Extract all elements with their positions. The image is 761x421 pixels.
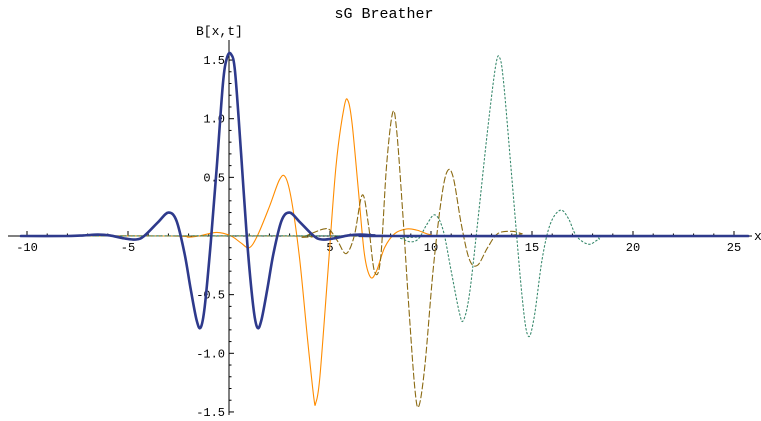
series-line-4 <box>20 55 749 338</box>
y-tick-label: -0.5 <box>196 289 225 303</box>
x-tick-label: -10 <box>16 241 38 255</box>
x-tick-label: -5 <box>121 241 135 255</box>
y-tick-label: 0.5 <box>203 171 225 185</box>
x-tick-label: 20 <box>626 241 640 255</box>
series-group <box>19 51 750 408</box>
x-axis-label: x <box>754 229 761 244</box>
y-tick-label: -1.0 <box>196 347 225 361</box>
x-tick-label: 15 <box>525 241 539 255</box>
x-tick-label: 25 <box>727 241 741 255</box>
y-tick-label: -1.5 <box>196 406 225 420</box>
series-line-3 <box>20 110 749 408</box>
chart-title: sG Breather <box>334 6 433 23</box>
y-tick-label: 1.5 <box>203 54 225 68</box>
y-axis-label: B[x,t] <box>196 24 243 39</box>
series-line-2 <box>20 98 749 406</box>
series-line-1 <box>19 51 750 330</box>
